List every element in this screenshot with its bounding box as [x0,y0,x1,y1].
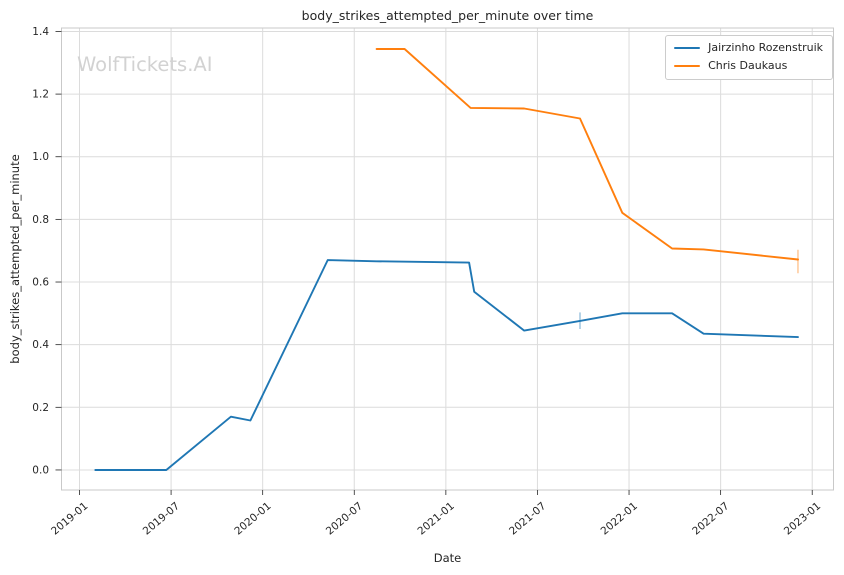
x-tick-label: 2020-07 [324,500,365,537]
y-axis-label: body_strikes_attempted_per_minute [8,154,22,364]
plot-border [61,27,834,491]
legend: Jairzinho Rozenstruik Chris Daukaus [665,35,833,80]
y-tick-label: 1.0 [32,151,49,163]
legend-line-sample [674,47,701,50]
series-line-1 [375,48,799,261]
legend-label: Jairzinho Rozenstruik [708,41,823,54]
y-tick-label: 0.6 [32,277,49,289]
x-tick-label: 2021-01 [415,500,456,537]
x-tick-label: 2020-01 [232,500,273,537]
x-tick-label: 2023-01 [782,500,823,537]
series-line-0 [94,259,799,471]
chart-title: body_strikes_attempted_per_minute over t… [301,8,594,23]
y-tick-label: 0.2 [32,402,49,414]
x-axis-label: Date [433,551,462,565]
legend-entry: Jairzinho Rozenstruik [674,41,823,55]
y-tick-label: 1.2 [32,89,49,101]
legend-line-sample [674,65,701,68]
legend-entry: Chris Daukaus [674,59,823,73]
watermark: WolfTickets.AI [77,53,213,76]
x-tick-label: 2021-07 [507,500,548,537]
y-tick-label: 0.8 [32,214,49,226]
x-tick-label: 2019-01 [49,500,90,537]
y-tick-label: 1.4 [32,26,49,38]
x-tick-label: 2019-07 [141,500,182,537]
y-tick-label: 0.0 [32,464,49,476]
y-tick-label: 0.4 [32,339,49,351]
legend-label: Chris Daukaus [708,59,788,73]
x-tick-label: 2022-07 [690,500,731,537]
x-tick-label: 2022-01 [599,500,640,537]
